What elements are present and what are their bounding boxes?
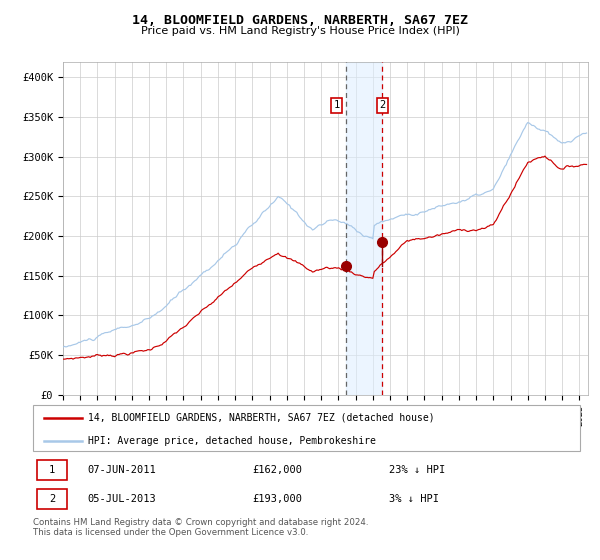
Text: HPI: Average price, detached house, Pembrokeshire: HPI: Average price, detached house, Pemb… (88, 436, 376, 446)
Text: 07-JUN-2011: 07-JUN-2011 (88, 465, 157, 475)
Bar (346, 62, 382, 395)
FancyBboxPatch shape (37, 489, 67, 510)
Text: 2: 2 (379, 100, 386, 110)
FancyBboxPatch shape (33, 405, 580, 451)
Text: 3% ↓ HPI: 3% ↓ HPI (389, 494, 439, 505)
Text: 05-JUL-2013: 05-JUL-2013 (88, 494, 157, 505)
Text: 1: 1 (49, 465, 55, 475)
Text: Price paid vs. HM Land Registry's House Price Index (HPI): Price paid vs. HM Land Registry's House … (140, 26, 460, 36)
Text: 2: 2 (49, 494, 55, 505)
Text: £162,000: £162,000 (252, 465, 302, 475)
Text: 14, BLOOMFIELD GARDENS, NARBERTH, SA67 7EZ: 14, BLOOMFIELD GARDENS, NARBERTH, SA67 7… (132, 14, 468, 27)
Text: 23% ↓ HPI: 23% ↓ HPI (389, 465, 445, 475)
Text: 1: 1 (334, 100, 340, 110)
FancyBboxPatch shape (37, 460, 67, 480)
Text: £193,000: £193,000 (252, 494, 302, 505)
Text: 14, BLOOMFIELD GARDENS, NARBERTH, SA67 7EZ (detached house): 14, BLOOMFIELD GARDENS, NARBERTH, SA67 7… (88, 413, 434, 423)
Text: Contains HM Land Registry data © Crown copyright and database right 2024.
This d: Contains HM Land Registry data © Crown c… (33, 518, 368, 538)
